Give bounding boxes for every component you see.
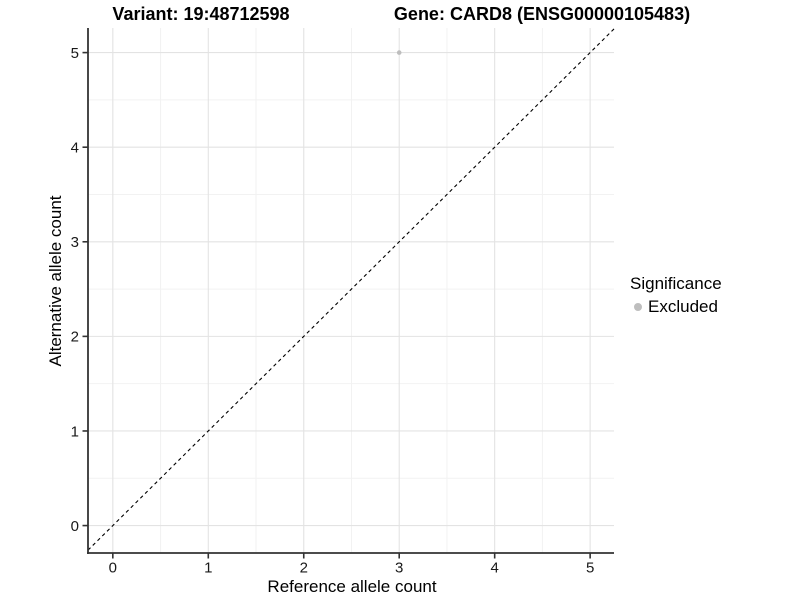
- x-tick-label: 3: [395, 560, 403, 577]
- x-tick-label: 2: [300, 560, 308, 577]
- variant-title: Variant: 19:48712598: [112, 4, 290, 24]
- legend-item-label: Excluded: [648, 297, 718, 316]
- x-tick-label: 4: [490, 560, 498, 577]
- y-tick-label: 4: [71, 139, 79, 156]
- y-tick-label: 3: [71, 234, 79, 251]
- gene-title: Gene: CARD8 (ENSG00000105483): [393, 4, 691, 24]
- x-tick-label: 0: [109, 560, 117, 577]
- x-axis-title: Reference allele count: [267, 577, 437, 596]
- y-axis-title: Alternative allele count: [46, 195, 65, 367]
- x-tick-label: 5: [586, 560, 594, 577]
- legend-title: Significance: [630, 274, 722, 293]
- x-tick-label: 1: [204, 560, 212, 577]
- legend-item-excluded: Excluded: [630, 297, 722, 317]
- data-point: [396, 50, 402, 55]
- excluded-point-icon: [634, 303, 642, 311]
- y-tick-label: 5: [71, 45, 79, 62]
- y-tick-label: 2: [71, 329, 79, 346]
- legend: Significance Excluded: [630, 274, 722, 317]
- y-tick-label: 1: [71, 423, 79, 440]
- identity-reference-line: [87, 28, 615, 551]
- y-tick-label: 0: [71, 518, 79, 535]
